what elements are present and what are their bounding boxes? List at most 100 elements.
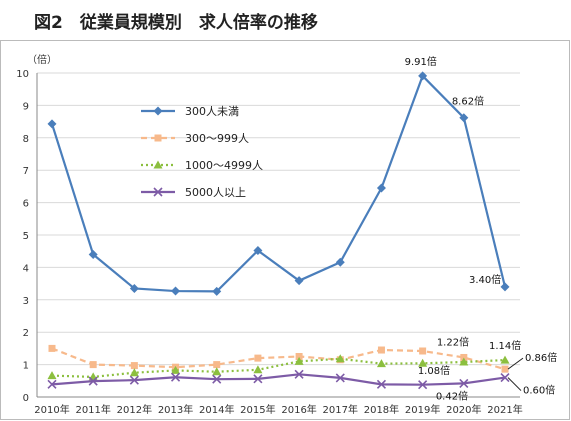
data-point [212,367,222,376]
x-tick-label: 2012年 [117,403,152,416]
data-point [501,365,509,373]
data-point [459,113,469,123]
series-4 [47,369,510,390]
data-point [153,160,163,169]
data-label: 3.40倍 [469,273,501,286]
series-line [50,73,507,293]
data-point [47,119,57,129]
data-point [129,368,139,377]
legend-label: 300～999人 [185,132,249,145]
data-point [294,356,304,365]
y-tick-label: 10 [16,69,29,80]
x-tick-label: 2017年 [323,403,358,416]
series-line [51,373,506,386]
data-point [335,373,345,383]
data-point [253,365,263,374]
data-point [213,361,221,369]
x-tick-label: 2018年 [364,403,399,416]
x-tick-label: 2019年 [405,403,440,416]
data-label: 0.86倍 [525,351,557,364]
data-point [294,276,304,286]
data-point [153,106,163,116]
data-point [418,358,428,367]
data-point [129,375,139,385]
x-tick-label: 2013年 [158,403,193,416]
y-tick-label: 6 [23,199,29,210]
y-tick-label: 3 [23,296,29,307]
legend-entry: 300人未満 [141,105,239,118]
data-label: 8.62倍 [452,95,484,108]
data-point [500,355,510,364]
x-tick-label: 2011年 [75,403,110,416]
data-point [153,187,163,197]
series-line [51,347,506,371]
x-tick-label: 2015年 [240,403,275,416]
data-point [47,379,57,389]
data-point [459,357,469,366]
y-tick-label: 7 [23,166,29,177]
data-point [88,249,98,259]
data-point [212,374,222,384]
annotation-leader [507,357,524,370]
y-tick-label: 5 [23,231,29,242]
chart-title: 図2 従業員規模別 求人倍率の推移 [34,13,318,33]
data-point [418,71,428,81]
data-point [253,246,263,256]
data-point [419,347,427,355]
x-tick-label: 2016年 [281,403,316,416]
data-point [171,365,181,374]
annotation-leader [507,377,522,391]
data-point [295,353,303,360]
data-point [460,353,468,361]
legend-entry: 1000～4999人 [141,159,263,172]
y-tick-label: 9 [23,101,29,112]
data-label: 1.08倍 [418,364,450,377]
y-tick-label: 0 [23,393,29,404]
data-point [500,282,510,292]
data-point [376,183,386,193]
data-point [47,371,57,380]
data-point [89,361,97,369]
x-tick-label: 2010年 [34,403,69,416]
y-tick-label: 1 [23,361,29,372]
series-3 [47,354,510,381]
data-point [130,362,138,370]
data-point [129,283,139,293]
data-point [376,359,386,368]
data-point [376,379,387,389]
data-point [154,134,162,142]
data-label: 1.14倍 [489,339,521,352]
data-point [254,354,262,362]
data-point [459,378,469,388]
data-point [88,372,98,381]
data-point [418,380,428,390]
data-point [377,346,385,354]
data-point [253,374,263,384]
legend-entry: 300～999人 [141,132,249,145]
data-point [335,257,345,267]
data-point [170,372,181,382]
legend-entry: 5000人以上 [141,186,246,199]
data-label: 1.22倍 [437,335,469,348]
x-tick-label: 2020年 [446,403,481,416]
series-line [51,357,506,379]
data-point [294,369,304,379]
y-tick-label: 2 [23,328,29,339]
x-tick-label: 2014年 [199,403,234,416]
data-point [171,286,181,296]
data-point [212,286,222,296]
x-tick-label: 2021年 [487,403,522,416]
y-tick-label: 4 [23,263,29,274]
chart-plot: 0 1 2 3 4 5 6 7 8 9 10 （倍） 2010年 2011年 2012年 2013年 2014… [16,53,557,416]
data-point [500,372,510,383]
legend-label: 1000～4999人 [185,159,263,172]
y-tick-label: 8 [23,134,29,145]
data-point [88,376,98,386]
chart-frame: 0 1 2 3 4 5 6 7 8 9 10 （倍） 2010年 2011年 2012年 2013年 2014… [0,40,570,420]
legend-label: 5000人以上 [185,186,246,199]
y-unit-label: （倍） [27,53,57,66]
data-label: 0.42倍 [436,389,468,402]
series-1 [47,71,510,296]
data-label: 9.91倍 [405,55,437,68]
data-label: 0.60倍 [523,384,555,397]
